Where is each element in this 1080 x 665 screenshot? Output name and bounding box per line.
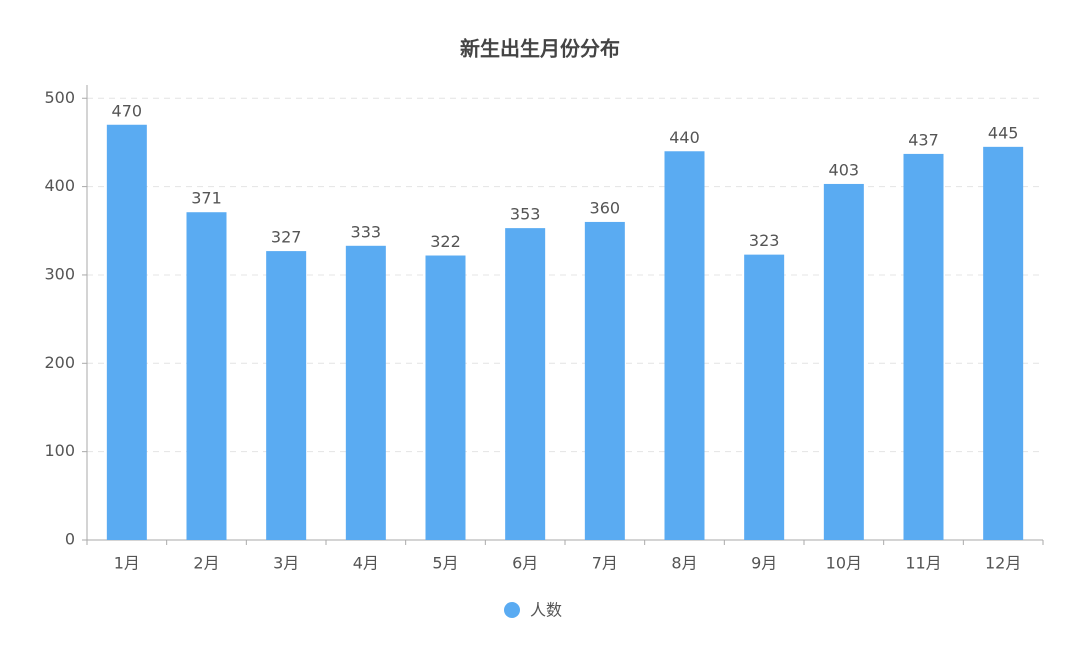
y-tick-label: 200	[44, 353, 75, 372]
bar	[744, 254, 785, 540]
x-tick-label: 12月	[985, 554, 1021, 573]
x-tick-label: 1月	[114, 554, 140, 573]
value-label: 360	[590, 198, 621, 217]
bar	[106, 124, 147, 541]
y-tick-label: 100	[44, 441, 75, 460]
bar	[425, 255, 466, 540]
value-label: 440	[669, 128, 700, 147]
x-tick-label: 2月	[193, 554, 219, 573]
x-tick-label: 6月	[512, 554, 538, 573]
legend-marker	[504, 602, 520, 618]
value-label: 333	[351, 222, 382, 241]
value-label: 470	[112, 101, 143, 120]
bar	[983, 146, 1024, 540]
bar	[345, 245, 386, 540]
value-label: 371	[191, 189, 222, 208]
x-tick-label: 8月	[671, 554, 697, 573]
legend-label: 人数	[530, 601, 562, 620]
value-label: 327	[271, 228, 302, 247]
value-label: 353	[510, 205, 541, 224]
value-label: 445	[988, 123, 1019, 142]
x-tick-label: 5月	[432, 554, 458, 573]
bar	[584, 221, 625, 540]
x-tick-label: 4月	[353, 554, 379, 573]
y-tick-label: 400	[44, 176, 75, 195]
bar	[266, 251, 307, 540]
value-label: 322	[430, 232, 461, 251]
bar	[186, 212, 227, 540]
chart-title: 新生出生月份分布	[460, 37, 620, 61]
x-tick-label: 9月	[751, 554, 777, 573]
y-tick-label: 500	[44, 88, 75, 107]
y-tick-label: 300	[44, 264, 75, 283]
bar	[823, 183, 864, 540]
x-tick-label: 7月	[592, 554, 618, 573]
value-label: 403	[829, 160, 860, 179]
x-tick-label: 3月	[273, 554, 299, 573]
bar	[664, 151, 705, 540]
x-tick-label: 11月	[905, 554, 941, 573]
bar	[505, 228, 546, 540]
bar	[903, 153, 944, 540]
x-tick-label: 10月	[826, 554, 862, 573]
value-label: 323	[749, 231, 780, 250]
y-tick-label: 0	[65, 530, 75, 549]
value-label: 437	[908, 130, 939, 149]
